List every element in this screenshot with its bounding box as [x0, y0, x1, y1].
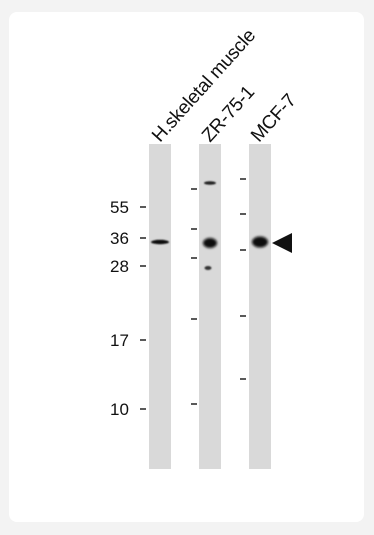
lane-1	[149, 144, 171, 469]
mw-label-36: 36	[110, 229, 129, 248]
band-lane2-main	[203, 238, 217, 248]
mw-ticks-lane2	[191, 188, 197, 405]
band-lane2-upper	[204, 181, 216, 185]
mw-label-10: 10	[110, 400, 129, 419]
mw-label-28: 28	[110, 257, 129, 276]
figure-panel	[9, 12, 364, 522]
lane-2	[199, 144, 221, 469]
band-lane1-main	[151, 239, 169, 245]
band-pointer-triangle-icon	[272, 233, 292, 253]
band-lane3-main	[252, 236, 268, 248]
mw-label-55: 55	[110, 198, 129, 217]
mw-ticks-lane3	[240, 178, 246, 380]
mw-label-17: 17	[110, 331, 129, 350]
mw-ticks-left	[140, 206, 146, 410]
lane-3	[249, 144, 271, 469]
band-lane2-lower	[204, 266, 212, 270]
